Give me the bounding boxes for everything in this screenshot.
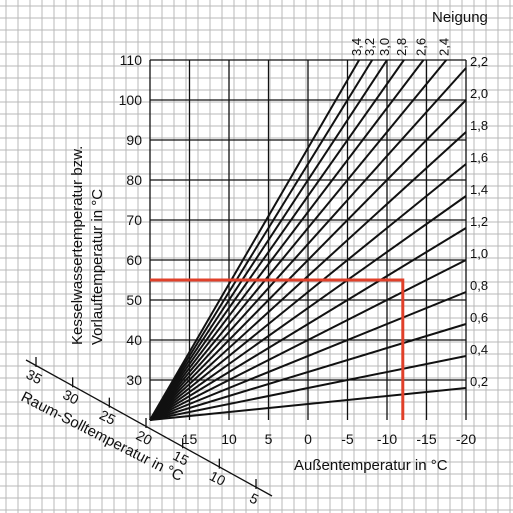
room-tick-label: 20 <box>134 427 155 448</box>
slope-label: 0,4 <box>470 342 488 357</box>
highlight-path <box>150 278 405 420</box>
slope-label: 3,2 <box>362 38 377 56</box>
slope-label: 1,0 <box>470 246 488 261</box>
room-tick-label: 15 <box>170 447 191 468</box>
room-tick-label: 30 <box>60 386 81 407</box>
slope-label: 2,0 <box>470 86 488 101</box>
slope-label: 3,4 <box>349 38 364 56</box>
y-tick-label: 60 <box>126 252 142 268</box>
y-tick-label: 80 <box>126 172 142 188</box>
y-tick-label: 40 <box>126 332 142 348</box>
y-tick-label: 110 <box>120 52 143 68</box>
slope-label: 0,6 <box>470 310 488 325</box>
slope-label: 2,4 <box>436 38 451 56</box>
room-tick-label: 10 <box>207 468 228 489</box>
heating-curve <box>149 99 467 421</box>
heating-curve <box>149 291 467 421</box>
room-tick-label: 25 <box>97 407 118 428</box>
heating-curve <box>149 259 467 421</box>
highlight-marker <box>150 278 405 420</box>
y-tick-label: 30 <box>126 372 142 388</box>
room-axis-line <box>25 359 273 497</box>
x-tick-label: 10 <box>221 431 237 447</box>
slope-label: 2,8 <box>394 38 409 56</box>
y-tick-label: 70 <box>126 212 142 228</box>
heating-curve <box>149 227 467 421</box>
y-tick-label: 90 <box>126 132 142 148</box>
heating-curve <box>149 131 467 421</box>
slope-label: 1,2 <box>470 214 488 229</box>
heating-curve <box>149 323 467 421</box>
slope-label: 1,6 <box>470 150 488 165</box>
y-tick-label: 50 <box>126 292 142 308</box>
room-tick-label: 35 <box>24 366 45 387</box>
heating-curves <box>149 59 467 421</box>
slope-label: 0,2 <box>470 374 488 389</box>
x-tick-label: -15 <box>416 431 436 447</box>
heating-curve <box>149 59 360 421</box>
heating-curve <box>149 387 467 421</box>
heating-curve <box>149 59 425 421</box>
x-tick-label: 0 <box>304 431 312 447</box>
x-tick-label: -20 <box>456 431 476 447</box>
slope-label: 0,8 <box>470 278 488 293</box>
heating-curve <box>149 59 405 421</box>
x-tick-label: 5 <box>265 431 273 447</box>
y-axis-title-line1: Kesselwassertemperatur bzw. <box>69 146 86 345</box>
heating-curve <box>149 355 467 421</box>
heating-curve <box>149 59 448 421</box>
heating-curve <box>149 59 388 421</box>
slope-label: 1,8 <box>470 118 488 133</box>
x-tick-label: 15 <box>182 431 198 447</box>
slope-label: 1,4 <box>470 182 488 197</box>
slope-label: 2,2 <box>470 54 488 69</box>
heating-curve <box>149 195 467 421</box>
x-axis-title: Außentemperatur in °C <box>294 457 448 474</box>
slope-label: 2,6 <box>413 38 428 56</box>
heating-curve <box>149 67 467 421</box>
x-tick-label: -5 <box>341 431 354 447</box>
heating-curve <box>149 59 374 421</box>
y-axis-title-line2: Vorlauftemperatur in °C <box>89 189 106 345</box>
slope-label: 3,0 <box>377 38 392 56</box>
axis-labels: 0,2 0,4 0,6 0,8 1,0 1,2 1,4 1,6 1,8 2,0 2,2 2,4 2,6 2… <box>24 38 488 508</box>
x-tick-label: -10 <box>377 431 397 447</box>
y-tick-label: 100 <box>119 92 143 108</box>
heating-curve <box>149 163 467 421</box>
slope-legend-title: Neigung <box>432 9 488 26</box>
room-tick-label: 5 <box>247 490 261 508</box>
